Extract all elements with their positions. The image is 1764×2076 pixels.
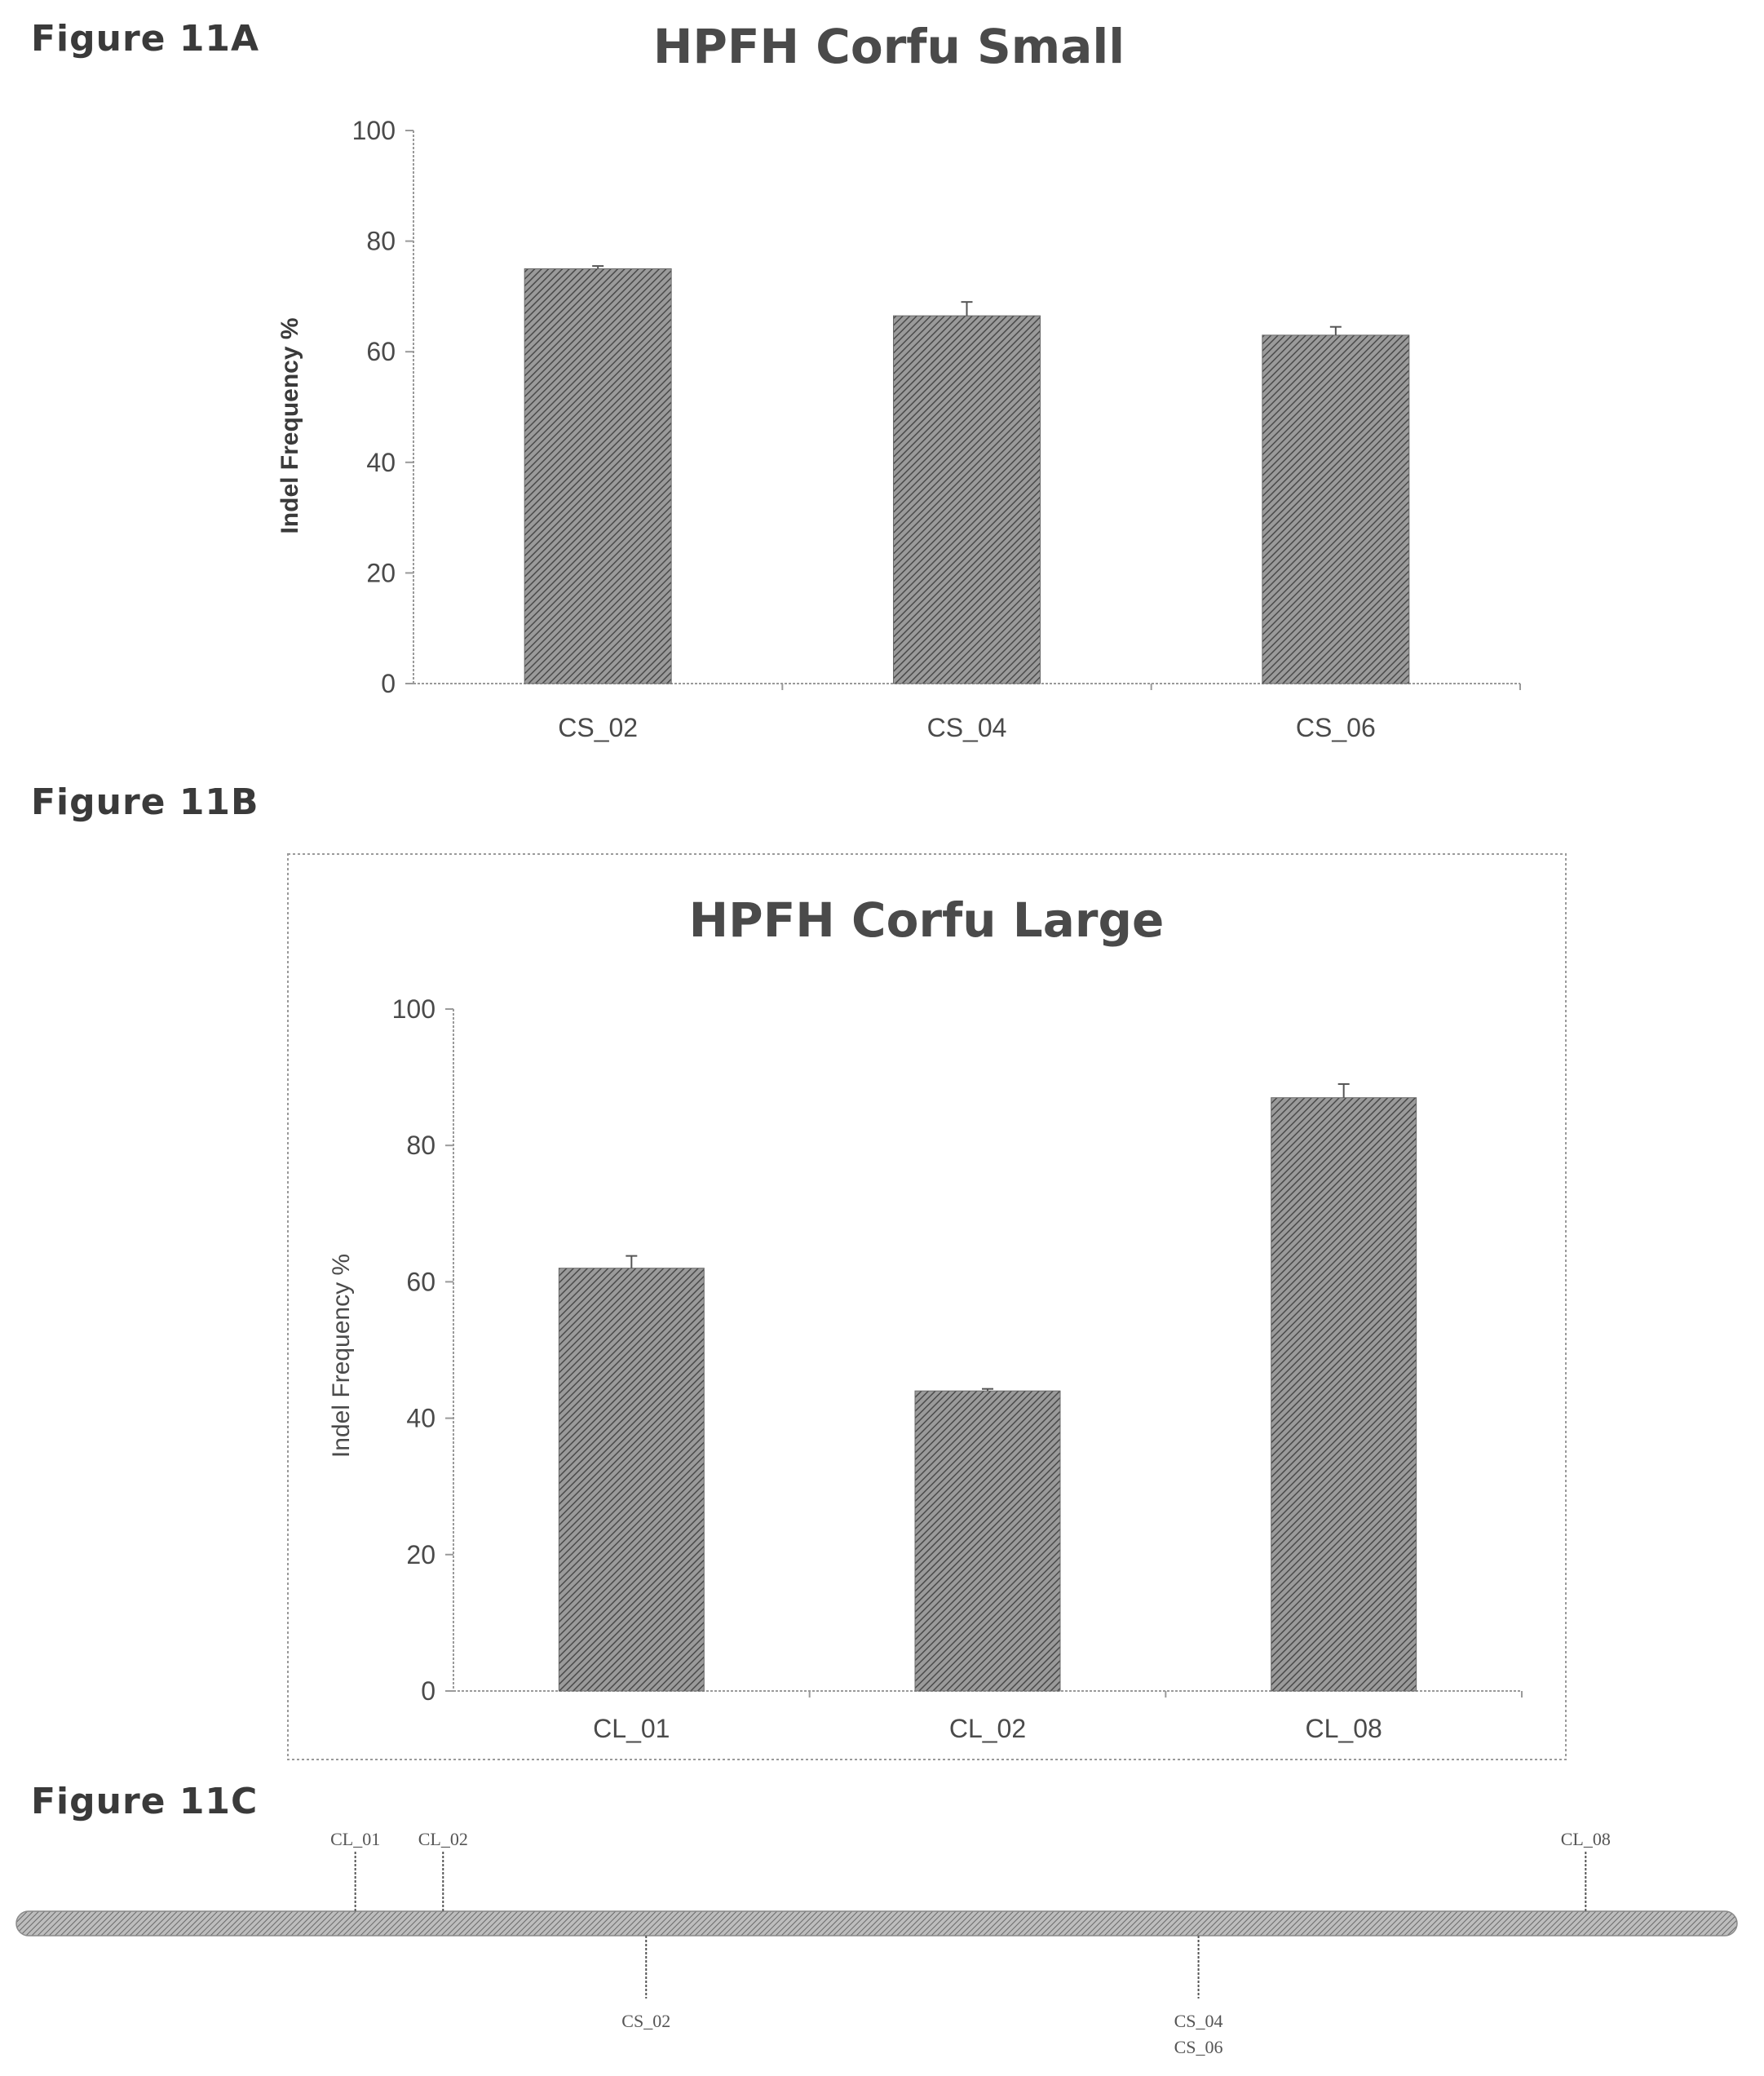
figure-11c-label: Figure 11C: [31, 1781, 259, 1822]
y-axis-label: Indel Frequency %: [328, 1254, 355, 1458]
schematic-locus-map: CL_01 CL_02 CL_08 CS_02 CS_04 CS_06: [15, 1829, 1738, 2057]
bar: [1262, 334, 1410, 684]
y-tick-label: 0: [381, 669, 396, 698]
bar: [893, 315, 1041, 684]
chart-hpfh-corfu-large: HPFH Corfu Large Indel Frequency % 0 20 40…: [287, 853, 1567, 1760]
x-category-label: CL_08: [1306, 1714, 1382, 1743]
figure-11b-label: Figure 11B: [31, 781, 259, 823]
y-tick-label: 80: [366, 227, 396, 256]
bar: [524, 268, 672, 684]
site-label: CL_01: [330, 1829, 380, 1849]
chart-hpfh-corfu-small: HPFH Corfu Small Indel Frequency % 0 20 40…: [276, 19, 1521, 742]
bar: [1271, 1097, 1417, 1692]
y-tick-label: 80: [406, 1131, 435, 1160]
chart-title: HPFH Corfu Small: [653, 19, 1125, 74]
y-tick-label: 20: [406, 1540, 435, 1569]
site-label: CL_08: [1561, 1829, 1611, 1849]
locus-bar: [15, 1910, 1738, 1937]
site-label: CL_02: [418, 1829, 468, 1849]
chart-title: HPFH Corfu Large: [689, 892, 1165, 948]
y-tick-label: 100: [392, 994, 435, 1024]
y-tick-label: 0: [421, 1676, 435, 1706]
y-tick-label: 20: [366, 558, 396, 587]
x-category-label: CL_02: [949, 1714, 1026, 1743]
x-category-label: CS_02: [558, 713, 638, 742]
y-tick-label: 100: [352, 116, 396, 145]
site-label: CS_04: [1174, 2011, 1223, 2031]
y-tick-label: 60: [366, 337, 396, 366]
y-tick-label: 40: [406, 1404, 435, 1433]
figure-11a-label: Figure 11A: [31, 18, 260, 60]
bar: [558, 1268, 705, 1692]
y-tick-label: 40: [366, 448, 396, 477]
site-label: CS_06: [1174, 2037, 1223, 2057]
y-tick-label: 60: [406, 1267, 435, 1296]
site-label: CS_02: [621, 2011, 670, 2031]
x-category-label: CS_06: [1296, 713, 1376, 742]
bar: [914, 1390, 1061, 1692]
x-category-label: CS_04: [927, 713, 1007, 742]
y-axis-label: Indel Frequency %: [276, 317, 303, 533]
x-category-label: CL_01: [593, 1714, 670, 1743]
